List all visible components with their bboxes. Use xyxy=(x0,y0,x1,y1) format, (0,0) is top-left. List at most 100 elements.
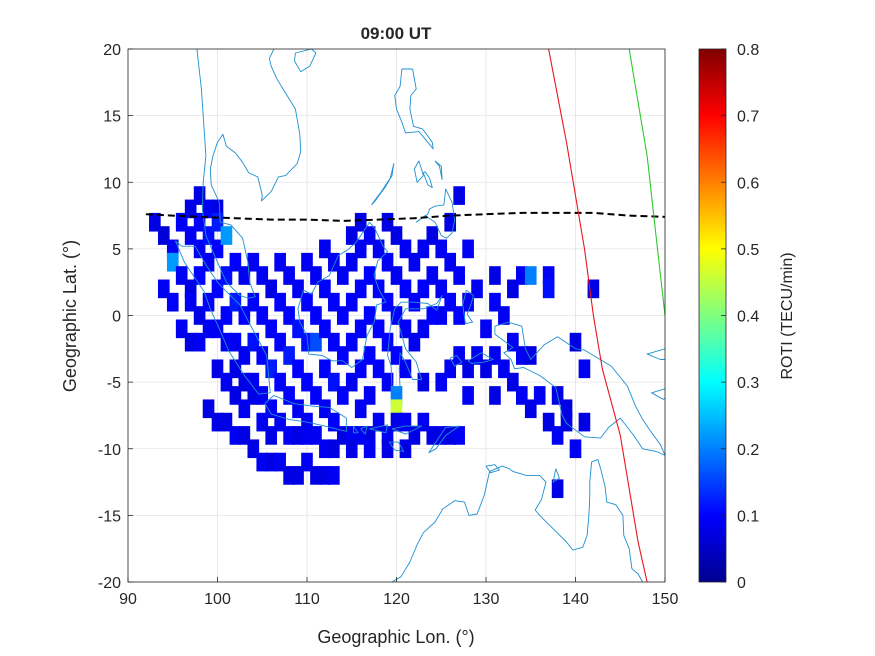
roti-cell xyxy=(238,306,251,325)
roti-cell xyxy=(480,319,492,339)
roti-cell xyxy=(542,266,555,285)
roti-cell xyxy=(274,252,286,272)
roti-cell xyxy=(435,306,448,325)
roti-cell xyxy=(489,292,501,312)
roti-cell xyxy=(301,452,313,472)
roti-cell xyxy=(211,279,224,299)
roti-cell xyxy=(193,239,206,259)
roti-cell xyxy=(256,346,269,365)
colorbar-tick-label: 0.3 xyxy=(737,375,759,392)
roti-cell xyxy=(301,252,313,272)
roti-cell xyxy=(310,466,322,485)
roti-cell xyxy=(193,332,206,352)
coastline xyxy=(467,352,494,364)
roti-cell xyxy=(211,319,224,339)
roti-cell xyxy=(524,266,537,285)
roti-cell xyxy=(390,386,403,405)
roti-cell xyxy=(292,466,304,485)
roti-cell xyxy=(184,292,197,312)
roti-cell xyxy=(578,359,591,379)
roti-cell xyxy=(435,279,448,299)
roti-cell xyxy=(489,266,501,285)
roti-cell xyxy=(256,306,269,325)
roti-cell xyxy=(507,279,519,299)
roti-cell xyxy=(229,252,242,272)
roti-cell xyxy=(292,359,304,379)
roti-cell xyxy=(515,266,528,285)
roti-cell xyxy=(408,426,421,445)
colorbar-tick-label: 0.6 xyxy=(737,175,759,192)
roti-cell xyxy=(489,346,501,365)
roti-cell xyxy=(184,332,197,352)
roti-cell xyxy=(166,292,179,312)
roti-cell xyxy=(399,439,412,459)
roti-cell xyxy=(372,239,385,259)
roti-cell xyxy=(345,426,358,445)
x-axis-label: Geographic Lon. (°) xyxy=(317,627,474,647)
roti-cell xyxy=(184,279,197,299)
roti-cell xyxy=(417,279,430,299)
roti-cell xyxy=(247,372,260,392)
roti-cell xyxy=(274,412,286,432)
roti-cell xyxy=(229,359,242,379)
roti-cell xyxy=(328,439,340,459)
roti-cell xyxy=(498,359,510,379)
colorbar-tick-label: 0.5 xyxy=(737,242,759,259)
roti-cell xyxy=(551,426,564,445)
roti-cell xyxy=(175,319,188,339)
colorbar-tick-label: 0.2 xyxy=(737,442,759,459)
roti-cell xyxy=(157,279,170,299)
coastlines xyxy=(174,49,665,582)
roti-cell xyxy=(328,466,340,485)
roti-cell xyxy=(166,239,179,259)
roti-cell xyxy=(310,332,322,352)
roti-cell xyxy=(238,426,251,445)
roti-cell xyxy=(515,386,528,405)
chart-title: 09:00 UT xyxy=(361,24,432,43)
coastline xyxy=(494,321,665,456)
roti-cell xyxy=(435,239,448,259)
roti-cell xyxy=(542,412,555,432)
roti-cell xyxy=(328,292,340,312)
roti-cell xyxy=(363,226,376,245)
colorbar-tick-label: 0.8 xyxy=(737,42,759,59)
roti-cell xyxy=(462,359,474,379)
roti-cell xyxy=(256,452,269,472)
coastline xyxy=(552,468,560,483)
roti-cell xyxy=(247,332,260,352)
roti-cell xyxy=(202,319,215,339)
y-tick-label: 0 xyxy=(112,309,121,326)
roti-cell xyxy=(381,439,394,459)
roti-cell xyxy=(292,426,304,445)
coastline xyxy=(589,458,599,483)
roti-cell xyxy=(193,306,206,325)
y-tick-label: 10 xyxy=(103,175,121,192)
roti-cell xyxy=(310,266,322,285)
roti-cell xyxy=(426,266,439,285)
reference-line xyxy=(548,49,648,582)
roti-cell xyxy=(274,332,286,352)
roti-cell xyxy=(211,412,224,432)
coastline xyxy=(353,425,359,434)
roti-cell xyxy=(175,212,188,232)
roti-cell xyxy=(193,212,206,232)
roti-cells xyxy=(149,186,600,499)
roti-cell xyxy=(319,359,331,379)
roti-cell xyxy=(444,212,457,232)
roti-cell xyxy=(372,412,385,432)
colorbar-ticks: 0 0.1 0.2 0.3 0.4 0.5 0.6 0.7 0.8 xyxy=(721,42,759,592)
y-tick-label: -10 xyxy=(98,442,121,459)
coastline xyxy=(485,464,500,474)
roti-cell xyxy=(220,266,233,285)
roti-cell xyxy=(265,426,278,445)
roti-cell xyxy=(372,359,385,379)
roti-cell xyxy=(524,399,537,419)
x-tick-label: 100 xyxy=(204,591,231,608)
roti-cell xyxy=(372,319,385,339)
roti-cell xyxy=(220,412,233,432)
roti-cell xyxy=(390,266,403,285)
roti-cell xyxy=(247,386,260,405)
roti-cell xyxy=(256,412,269,432)
roti-cell xyxy=(381,212,394,232)
roti-cell xyxy=(336,346,349,365)
